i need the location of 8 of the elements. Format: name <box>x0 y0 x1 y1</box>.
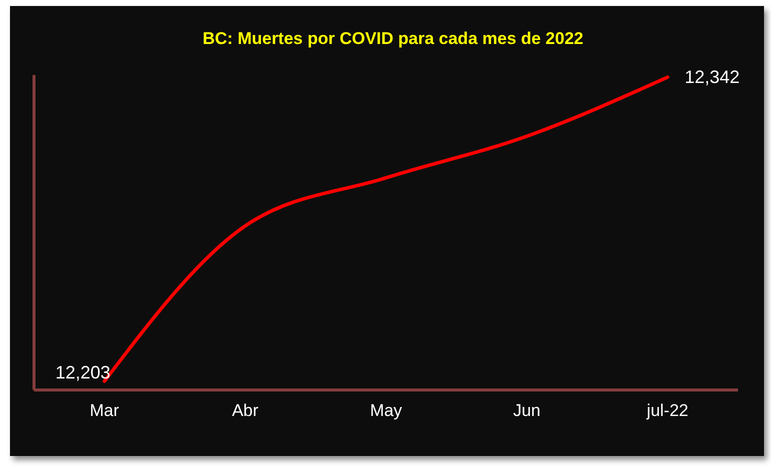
chart-title: BC: Muertes por COVID para cada mes de 2022 <box>202 29 584 48</box>
x-tick-label: May <box>370 401 403 420</box>
x-tick-label: jul-22 <box>646 401 688 420</box>
x-tick-label: Jun <box>513 401 541 420</box>
data-label: 12,203 <box>55 362 110 382</box>
x-tick-label: Abr <box>232 401 259 420</box>
data-label: 12,342 <box>684 67 740 88</box>
x-tick-label: Mar <box>90 401 120 420</box>
